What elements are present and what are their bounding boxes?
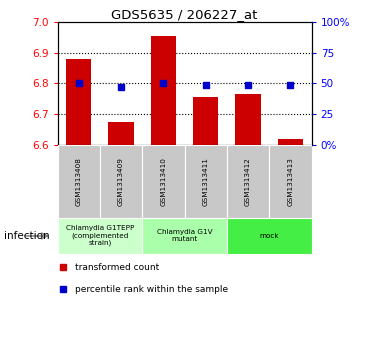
Bar: [142, 145, 185, 218]
Text: GSM1313409: GSM1313409: [118, 157, 124, 206]
Text: GSM1313410: GSM1313410: [160, 157, 167, 206]
Bar: [151, 36, 176, 145]
Text: infection: infection: [4, 231, 49, 241]
Bar: [278, 139, 303, 145]
Bar: [142, 218, 227, 254]
Text: GSM1313412: GSM1313412: [245, 157, 251, 206]
Text: percentile rank within the sample: percentile rank within the sample: [75, 285, 229, 294]
Text: Chlamydia G1V
mutant: Chlamydia G1V mutant: [157, 229, 212, 242]
Bar: [227, 218, 312, 254]
Bar: [58, 145, 100, 218]
Text: GSM1313413: GSM1313413: [288, 157, 293, 206]
Text: GSM1313411: GSM1313411: [203, 157, 209, 206]
Text: mock: mock: [259, 233, 279, 239]
Bar: [269, 145, 312, 218]
Bar: [193, 97, 219, 145]
Bar: [108, 122, 134, 145]
Bar: [227, 145, 269, 218]
Bar: [185, 145, 227, 218]
Title: GDS5635 / 206227_at: GDS5635 / 206227_at: [111, 8, 258, 21]
Text: Chlamydia G1TEPP
(complemented
strain): Chlamydia G1TEPP (complemented strain): [66, 225, 134, 246]
Bar: [236, 94, 261, 145]
Bar: [58, 218, 142, 254]
Bar: [100, 145, 142, 218]
Text: GSM1313408: GSM1313408: [76, 157, 82, 206]
Text: transformed count: transformed count: [75, 263, 160, 272]
Bar: [66, 59, 91, 145]
